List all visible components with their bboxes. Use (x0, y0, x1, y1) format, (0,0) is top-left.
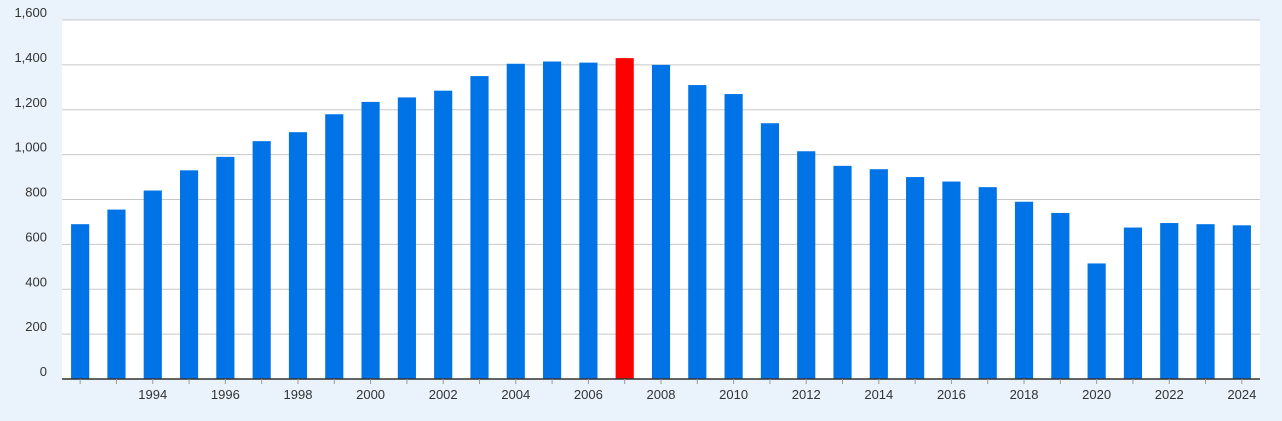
bar-1999 (325, 114, 344, 380)
bar-2004 (506, 63, 525, 380)
bar-1992 (71, 224, 90, 379)
bar-2001 (397, 97, 416, 380)
bar-2021 (1123, 227, 1143, 379)
x-tick-label: 2020 (1082, 387, 1111, 402)
x-tick-label: 2008 (647, 387, 676, 402)
bar-1996 (216, 156, 235, 379)
x-tick-label: 1996 (211, 387, 240, 402)
y-tick-label: 0 (40, 364, 47, 379)
x-tick-label: 2012 (792, 387, 821, 402)
bar-2013 (833, 165, 852, 379)
bar-1995 (179, 170, 199, 379)
x-tick-label: 2022 (1155, 387, 1184, 402)
bar-2023 (1196, 224, 1215, 379)
x-tick-label: 2016 (937, 387, 966, 402)
bar-2003 (470, 76, 489, 379)
bar-2000 (361, 101, 380, 379)
y-tick-label: 1,200 (14, 95, 47, 110)
bar-1993 (107, 209, 126, 379)
bar-2020 (1087, 263, 1106, 379)
x-tick-label: 2000 (356, 387, 385, 402)
x-tick-label: 2006 (574, 387, 603, 402)
bar-2024 (1232, 225, 1251, 379)
bar-2011 (760, 123, 779, 380)
x-tick-label: 2014 (864, 387, 893, 402)
bars (71, 58, 1251, 380)
x-tick-label: 2002 (429, 387, 458, 402)
y-tick-label: 1,000 (14, 140, 47, 155)
y-tick-label: 800 (25, 185, 47, 200)
bar-2007 (615, 58, 634, 380)
bar-2015 (906, 177, 925, 379)
bar-2002 (434, 90, 453, 379)
bar-1994 (143, 190, 162, 379)
x-tick-label: 2010 (719, 387, 748, 402)
bar-2006 (579, 62, 598, 379)
bar-1998 (288, 132, 308, 379)
bar-1997 (252, 141, 271, 379)
y-tick-label: 400 (25, 274, 47, 289)
bar-2008 (651, 64, 671, 379)
y-tick-label: 600 (25, 229, 47, 244)
y-tick-label: 200 (25, 319, 47, 334)
x-tick-label: 1998 (284, 387, 313, 402)
bar-2012 (797, 151, 816, 379)
y-tick-label: 1,400 (14, 50, 47, 65)
y-tick-label: 1,600 (14, 5, 47, 20)
bar-2022 (1160, 223, 1179, 379)
y-axis: 0 200 400 600 800 1,000 1,200 1,400 1,600 (14, 5, 47, 379)
x-tick-label: 1994 (138, 387, 167, 402)
bar-2014 (869, 169, 888, 379)
bar-2016 (942, 181, 961, 379)
x-axis: 1994 1996 1998 2000 2002 2004 2006 2008 2010 2012… (79, 379, 1256, 402)
bar-2005 (543, 61, 562, 380)
x-tick-label: 2004 (501, 387, 530, 402)
x-tick-label: 2024 (1227, 387, 1256, 402)
bar-2018 (1014, 201, 1034, 379)
x-tick-label: 2018 (1010, 387, 1039, 402)
bar-2019 (1051, 212, 1070, 379)
bar-2017 (978, 187, 997, 379)
bar-2009 (688, 85, 707, 379)
bar-2010 (724, 94, 743, 379)
